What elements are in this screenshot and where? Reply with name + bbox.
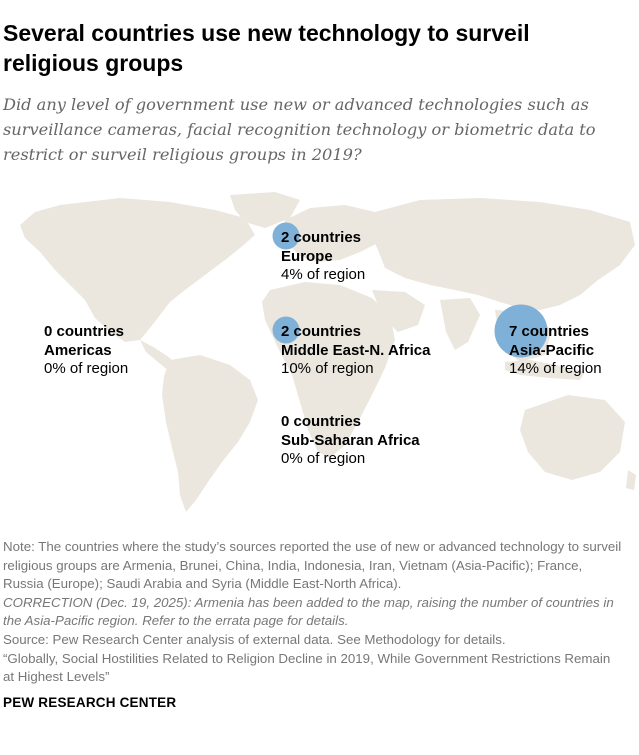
count-label: 2 countries (281, 323, 362, 340)
count-label: 0 countries (281, 413, 362, 430)
chart-title: Several countries use new technology to … (3, 20, 530, 76)
source-text: Source: Pew Research Center analysis of … (3, 632, 506, 647)
percent-label: 10% of region (281, 360, 374, 377)
count-label: 7 countries (509, 323, 590, 340)
europe-shape (282, 205, 390, 262)
south-america-shape (162, 355, 258, 512)
australia-shape (520, 395, 625, 480)
new-zealand-shape (626, 470, 636, 490)
region-name: Europe (281, 247, 333, 265)
report-title: “Globally, Social Hostilities Related to… (3, 650, 611, 685)
region-name: Sub-Saharan Africa (281, 431, 420, 449)
arabia-shape (372, 290, 425, 332)
region-label-europe: 2 countries Europe 4% of region (281, 229, 365, 285)
greenland-shape (230, 192, 300, 228)
percent-label: 4% of region (281, 266, 366, 283)
pew-brand: PEW RESEARCH CENTER (3, 695, 177, 710)
region-label-sub-saharan-africa: 0 countries Sub-Saharan Africa 0% of reg… (281, 413, 420, 469)
count-label: 2 countries (281, 229, 362, 246)
indonesia-shape (505, 360, 585, 380)
chart-subtitle: Did any level of government use new or a… (3, 95, 596, 164)
bubble-asia-pacific (494, 304, 548, 358)
region-name: Middle East-N. Africa (281, 341, 431, 359)
percent-label: 0% of region (44, 360, 129, 377)
region-name: Americas (44, 341, 112, 359)
chart-note: Note: The countries where the study’s so… (3, 538, 623, 631)
region-label-americas: 0 countries Americas 0% of region (44, 323, 128, 379)
north-america-shape (20, 198, 255, 342)
india-shape (440, 298, 480, 350)
bubble-layer (272, 222, 548, 358)
region-name: Asia-Pacific (509, 341, 595, 359)
note-correction: CORRECTION (Dec. 19, 2025): Armenia has … (3, 594, 614, 629)
percent-label: 14% of region (509, 360, 602, 377)
region-label-middle-east-n-africa: 2 countries Middle East-N. Africa 10% of… (281, 323, 430, 379)
region-label-asia-pacific: 7 countries Asia-Pacific 14% of region (509, 323, 602, 379)
chart-source: Source: Pew Research Center analysis of … (3, 631, 623, 687)
count-label: 0 countries (44, 323, 125, 340)
asia-shape (370, 198, 635, 310)
bubble-middle-east-n-africa (272, 316, 300, 344)
note-text: Note: The countries where the study’s so… (3, 539, 622, 591)
percent-label: 0% of region (281, 450, 366, 467)
bubble-europe (272, 222, 300, 250)
world-map (20, 192, 636, 512)
